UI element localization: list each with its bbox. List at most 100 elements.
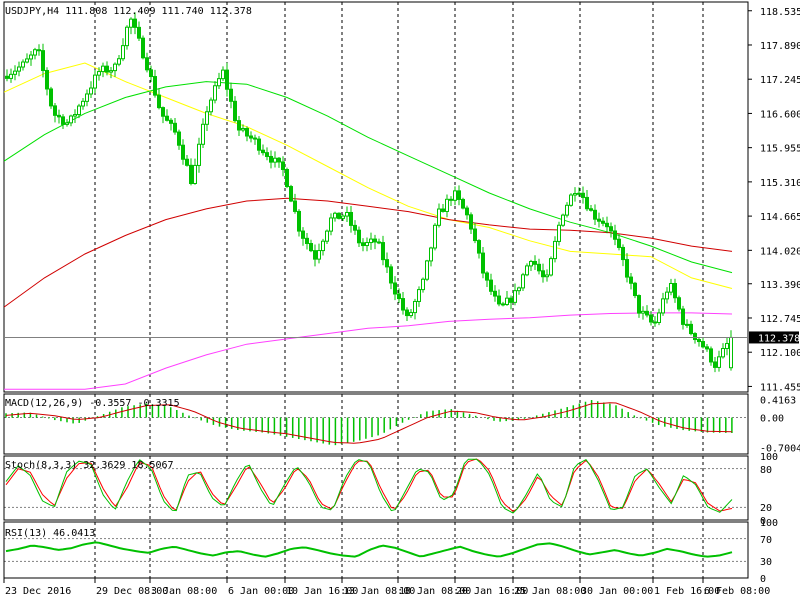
candle-body [437,208,441,226]
candle-body [425,260,429,280]
candle-body [401,298,405,311]
candle-body [101,65,105,73]
x-tick-label: 20 Jan 16:00 [456,586,528,597]
candle-body [25,58,29,63]
candle-body [705,346,709,350]
candle-body [381,242,385,261]
y-tick-label: 117.890 [760,41,800,52]
candle-body [429,247,433,262]
candle-body [673,282,677,299]
candle-body [321,240,325,252]
candle-body [153,76,157,96]
stoch-y-label: 20 [760,503,772,514]
candle-body [365,242,369,247]
candle-body [293,200,297,212]
candle-body [645,310,649,316]
candle-body [449,198,453,201]
candle-body [113,63,117,72]
candle-body [89,87,93,95]
candle-body [669,282,673,293]
panel-frame-rsi [3,521,749,579]
candle-body [681,308,685,325]
candle-body [529,260,533,267]
candle-body [221,69,225,80]
candle-body [385,259,389,268]
y-tick-label: 117.245 [760,75,800,86]
candle-body [525,265,529,276]
candle-body [57,114,61,118]
candle-body [205,111,209,125]
x-tick-label: 6 Jan 00:00 [228,586,294,597]
y-tick-label: 112.745 [760,314,800,325]
candle-body [557,224,561,242]
candle-body [677,297,681,310]
candle-body [413,300,417,314]
candle-body [517,287,521,292]
candle-body [661,298,665,314]
macd-y-label: 0.4163 [760,396,796,407]
candle-body [181,144,185,160]
rsi-panel[interactable]: 100 70 30 0 [4,518,778,585]
candle-body [189,164,193,184]
candle-body [345,211,349,217]
candle-body [621,246,625,261]
price-panel[interactable] [3,12,748,390]
candle-body [305,237,309,245]
candle-body [117,58,121,65]
candle-body [269,155,273,163]
candle-body [505,297,509,305]
candle-body [537,263,541,272]
candle-body [229,88,233,102]
moving-average-line [4,312,733,390]
current-price-box [749,331,799,344]
candle-body [417,289,421,302]
rsi-label: RSI(13) 46.0413 [5,528,95,539]
candle-body [261,149,265,154]
candle-body [93,74,97,89]
candle-body [237,120,241,131]
rsi-y-label: 30 [760,557,772,568]
candle-body [77,105,81,116]
candle-body [85,93,89,102]
panel-frame-stoch [3,455,749,521]
candle-body [393,282,397,295]
macd-y-label: -0.7004 [760,444,800,455]
candle-body [177,131,181,146]
macd-y-label: 0.00 [760,414,784,425]
candle-body [361,242,365,247]
candle-body [105,65,109,73]
candle-body [493,290,497,297]
candle-body [245,127,249,137]
candle-body [145,57,149,71]
macd-panel[interactable]: 0.4163 0.00 -0.7004 [4,396,800,455]
candle-body [581,192,585,198]
candle-body [281,161,285,171]
y-tick-label: 115.310 [760,178,800,189]
candle-body [201,123,205,145]
candle-body [541,270,545,278]
candle-body [137,26,141,39]
candle-body [9,73,13,79]
candle-body [713,361,717,368]
candle-body [545,274,549,278]
candle-body [565,204,569,216]
candle-body [721,347,725,358]
macd-label: MACD(12,26,9) -0.3557 -0.3315 [5,398,180,409]
candle-body [81,100,85,107]
candle-body [157,94,161,109]
stochastic-panel[interactable]: 100 80 20 0 [4,452,778,527]
candle-body [473,228,477,242]
candle-body [369,238,373,244]
candle-body [389,266,393,284]
candle-body [597,218,601,222]
x-tick-label: 30 Jan 00:00 [581,586,653,597]
y-tick-label: 114.665 [760,212,800,223]
candle-body [377,241,381,244]
candle-body [609,226,613,232]
moving-average-line [3,62,733,289]
y-tick-label: 118.535 [760,7,800,18]
candle-body [45,69,49,90]
candle-body [29,54,33,60]
